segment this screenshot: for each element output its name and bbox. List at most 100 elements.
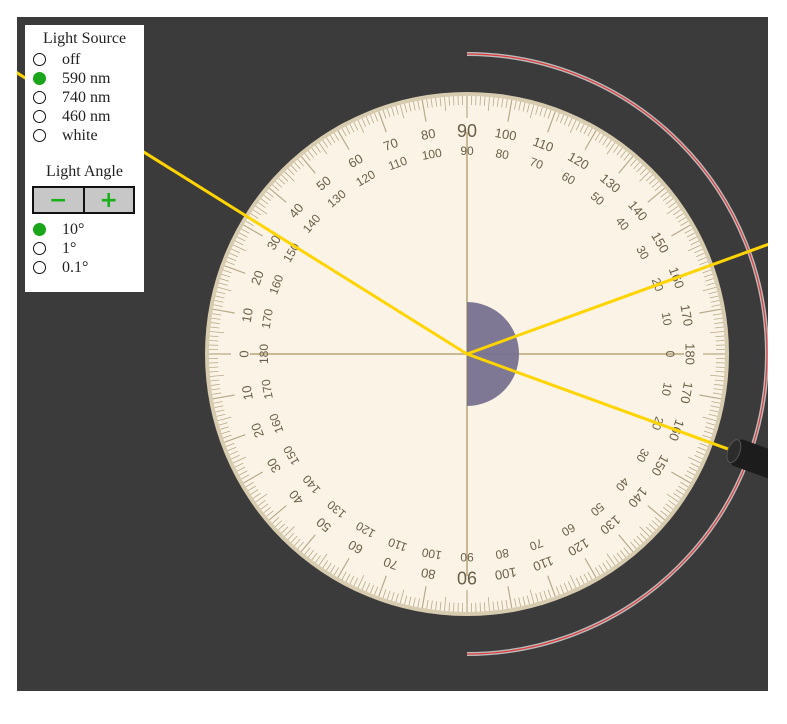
light-source-option[interactable]: 590 nm — [25, 69, 144, 88]
scale-tick — [216, 291, 226, 295]
scale-tick — [492, 601, 495, 611]
scale-label: 10 — [659, 311, 675, 327]
scale-tick — [297, 159, 304, 167]
light-source-option[interactable]: off — [25, 50, 144, 69]
scale-tick — [287, 168, 295, 176]
scale-tick — [636, 535, 644, 543]
scale-tick — [703, 430, 713, 435]
scale-tick — [217, 416, 232, 422]
radio-button[interactable] — [33, 242, 46, 255]
scale-tick — [369, 584, 375, 594]
scale-tick — [214, 405, 224, 409]
scale-tick — [245, 220, 254, 227]
angle-step-option[interactable]: 10° — [25, 220, 144, 239]
scale-label: 70 — [381, 554, 400, 573]
scale-tick — [239, 232, 248, 238]
scale-tick — [688, 236, 698, 242]
light-source-option[interactable]: white — [25, 126, 144, 145]
scale-tick — [275, 181, 283, 188]
scale-tick — [221, 273, 231, 278]
decrease-angle-button[interactable]: − — [34, 188, 83, 213]
track-arc-line — [466, 53, 768, 655]
scale-label: 70 — [527, 536, 545, 554]
scale-tick — [690, 240, 700, 246]
angle-step-option[interactable]: 0.1° — [25, 258, 144, 277]
scale-tick — [209, 374, 224, 377]
light-source-option[interactable]: 740 nm — [25, 88, 144, 107]
light-source-option[interactable]: 460 nm — [25, 107, 144, 126]
laser-source[interactable] — [723, 436, 768, 481]
scale-tick — [448, 602, 451, 612]
radio-button[interactable] — [33, 91, 46, 104]
light-source-track[interactable] — [466, 52, 768, 656]
scale-label: 0 — [236, 350, 251, 357]
scale-tick — [660, 191, 668, 198]
scale-tick — [598, 564, 605, 574]
radio-button[interactable] — [33, 261, 46, 274]
scale-tick — [648, 523, 656, 531]
scale-label: 80 — [420, 565, 437, 582]
scale-tick — [677, 485, 687, 492]
angle-step-option[interactable]: 1° — [25, 239, 144, 258]
scale-tick — [357, 574, 365, 588]
scale-tick — [547, 111, 556, 133]
scale-tick — [290, 535, 298, 543]
scale-tick — [272, 517, 280, 524]
scale-tick — [501, 600, 504, 610]
scale-tick — [300, 534, 316, 553]
scale-tick — [247, 485, 257, 492]
scale-tick — [365, 583, 371, 592]
scale-tick — [212, 392, 222, 395]
scale-tick — [349, 123, 355, 133]
scale-tick — [715, 335, 725, 338]
scale-tick — [662, 194, 671, 202]
laser-body — [729, 439, 768, 479]
scale-tick — [444, 597, 447, 612]
radio-button[interactable] — [33, 223, 46, 236]
radio-button[interactable] — [33, 110, 46, 123]
scale-label: 100 — [494, 125, 518, 144]
scale-tick — [337, 130, 350, 150]
scale-tick — [688, 466, 698, 472]
scale-tick — [587, 128, 593, 137]
scale-tick — [260, 198, 269, 205]
scale-tick — [227, 446, 237, 452]
scale-tick — [709, 295, 719, 299]
scale-tick — [233, 244, 247, 252]
radio-button[interactable] — [33, 129, 46, 142]
scale-tick — [417, 100, 420, 110]
scale-tick — [213, 304, 223, 307]
scale-tick — [252, 492, 261, 499]
radio-button[interactable] — [33, 72, 46, 85]
scale-tick — [408, 596, 412, 606]
scale-tick — [619, 150, 627, 159]
scale-label: 100 — [421, 146, 443, 163]
scale-tick — [543, 108, 548, 118]
scale-tick — [290, 165, 298, 173]
scale-tick — [260, 503, 269, 510]
option-label: 1° — [62, 239, 77, 257]
scale-tick — [543, 590, 548, 600]
scale-tick — [696, 252, 705, 258]
scale-label: 180 — [257, 344, 271, 364]
scale-tick — [714, 383, 724, 386]
scale-tick — [378, 111, 387, 133]
radio-button[interactable] — [33, 53, 46, 66]
scale-tick — [602, 562, 608, 571]
scale-tick — [224, 434, 246, 443]
scale-tick — [645, 174, 653, 182]
scale-label: 60 — [559, 169, 578, 188]
scale-tick — [268, 187, 287, 203]
scale-tick — [680, 220, 689, 227]
scale-tick — [245, 481, 254, 488]
scale-tick — [439, 97, 442, 107]
increase-angle-button[interactable]: + — [82, 188, 133, 213]
scale-tick — [225, 261, 235, 266]
scale-tick — [329, 134, 336, 144]
scale-tick — [227, 256, 237, 262]
scale-tick — [255, 493, 268, 503]
scale-label: 80 — [420, 126, 437, 143]
scale-tick — [569, 574, 577, 588]
scale-tick — [300, 155, 316, 174]
scale-tick — [236, 466, 246, 472]
